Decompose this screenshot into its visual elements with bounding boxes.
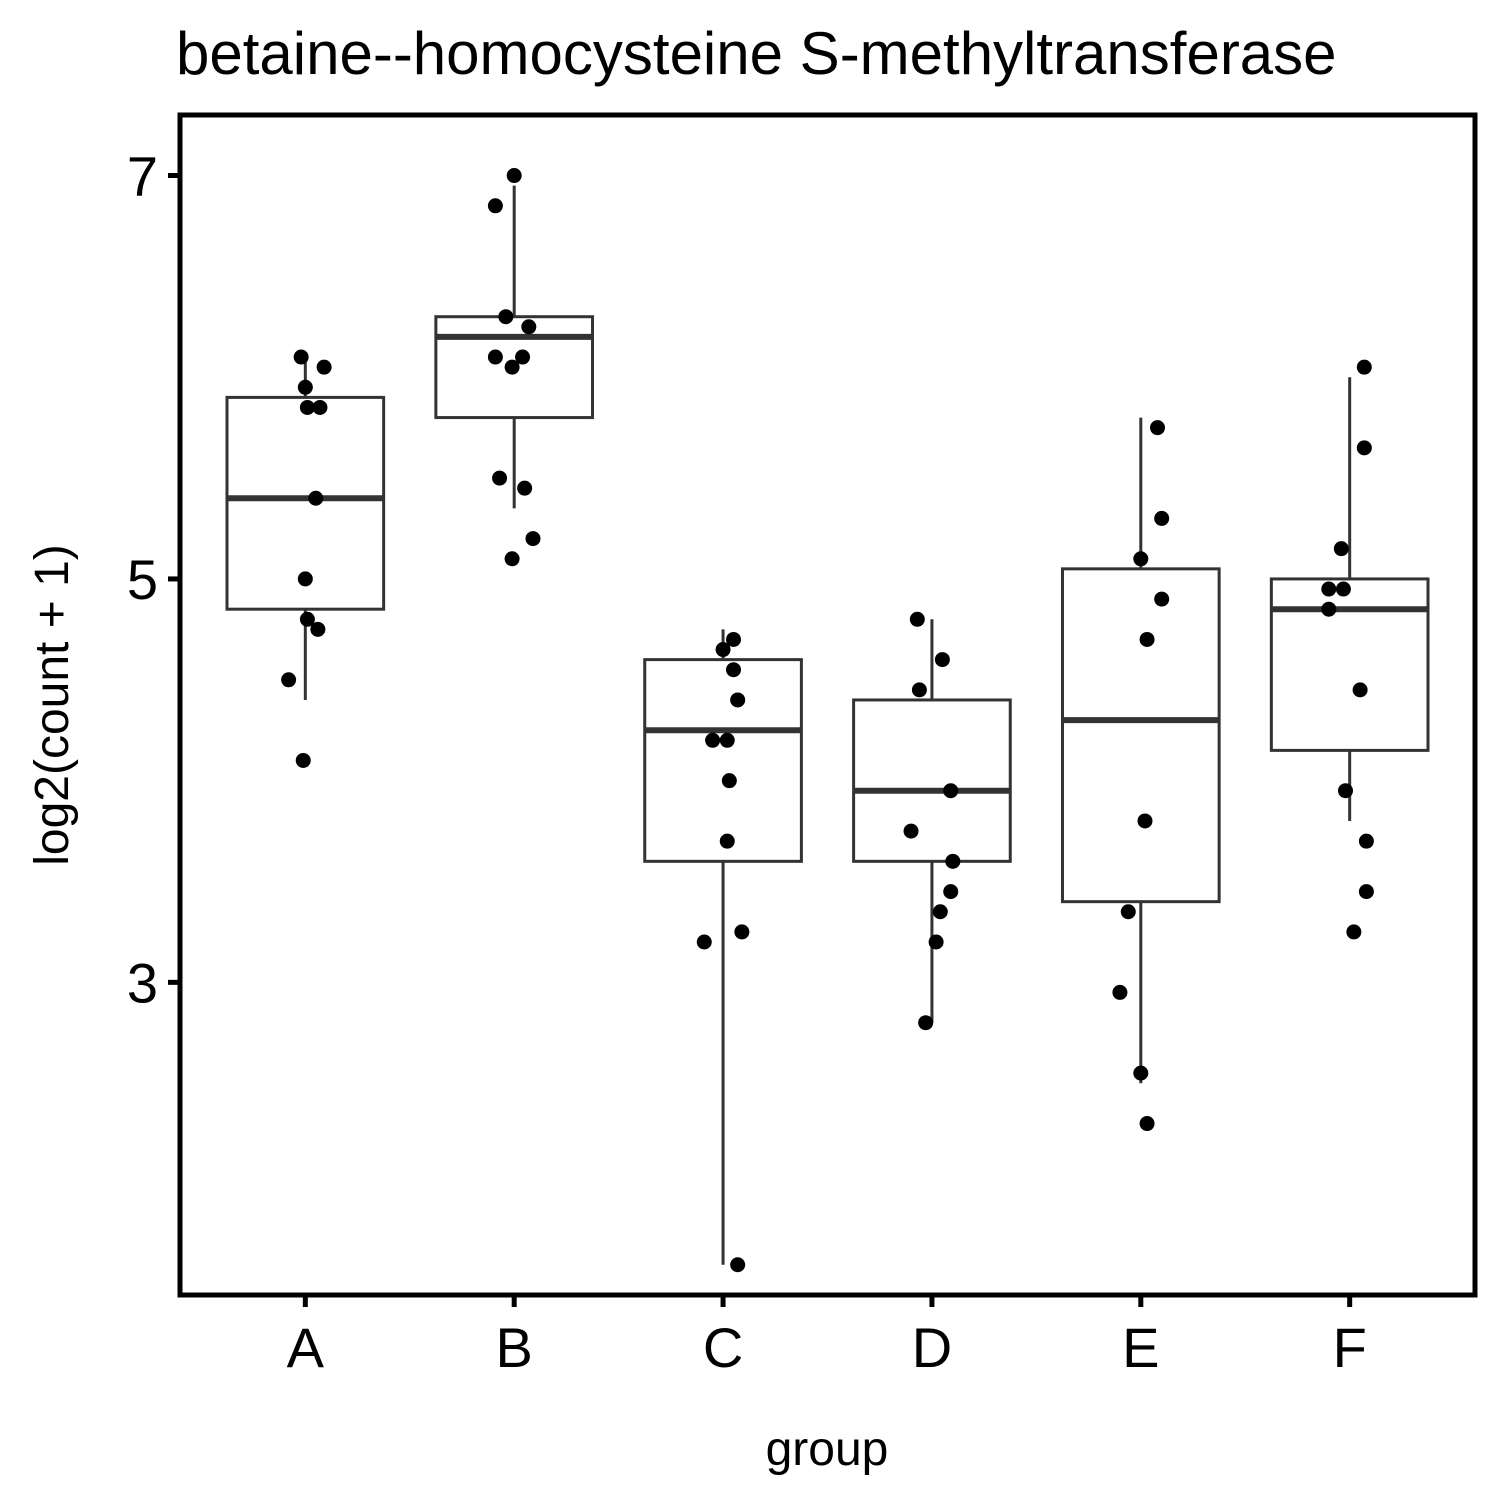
- data-point: [312, 399, 328, 415]
- data-point: [299, 611, 315, 627]
- boxes-layer: [225, 185, 1430, 1265]
- data-point: [1356, 359, 1372, 375]
- points-layer: [281, 168, 1374, 1273]
- data-point: [293, 349, 309, 365]
- box-a: [225, 357, 386, 700]
- data-point: [719, 732, 735, 748]
- box-f: [1269, 377, 1430, 821]
- data-point: [498, 309, 514, 325]
- data-point: [934, 652, 950, 668]
- data-point: [1358, 833, 1374, 849]
- x-tick-label: D: [912, 1316, 952, 1379]
- data-point: [316, 359, 332, 375]
- x-axis: A B C D E F: [287, 1295, 1367, 1379]
- data-point: [945, 853, 961, 869]
- data-point: [1335, 581, 1351, 597]
- data-point: [928, 934, 944, 950]
- data-point: [504, 551, 520, 567]
- data-point: [492, 470, 508, 486]
- data-point: [734, 924, 750, 940]
- data-point: [1133, 551, 1149, 567]
- data-point: [525, 531, 541, 547]
- data-point: [1139, 1116, 1155, 1132]
- data-point: [943, 884, 959, 900]
- iqr-box: [643, 658, 803, 863]
- box-e: [1060, 417, 1221, 1084]
- data-point: [1133, 1065, 1149, 1081]
- data-point: [1321, 601, 1337, 617]
- data-point: [1120, 904, 1136, 920]
- data-point: [1346, 924, 1362, 940]
- data-point: [299, 399, 315, 415]
- x-tick-label: E: [1122, 1316, 1159, 1379]
- data-point: [903, 823, 919, 839]
- data-point: [730, 692, 746, 708]
- data-point: [719, 833, 735, 849]
- data-point: [932, 904, 948, 920]
- data-point: [1352, 682, 1368, 698]
- chart-title: betaine--homocysteine S-methyltransferas…: [176, 20, 1337, 87]
- y-axis-title: log2(count + 1): [26, 544, 79, 866]
- data-point: [726, 631, 742, 647]
- data-point: [281, 672, 297, 688]
- data-point: [308, 490, 324, 506]
- y-axis: 3 5 7: [127, 145, 180, 1014]
- data-point: [911, 682, 927, 698]
- data-point: [1333, 541, 1349, 557]
- data-point: [705, 732, 721, 748]
- data-point: [521, 319, 537, 335]
- data-point: [487, 349, 503, 365]
- data-point: [943, 783, 959, 799]
- x-tick-label: C: [703, 1316, 743, 1379]
- data-point: [1358, 884, 1374, 900]
- y-tick-label: 7: [127, 145, 158, 208]
- data-point: [715, 642, 731, 658]
- x-axis-title: group: [766, 1423, 889, 1476]
- data-point: [1154, 591, 1170, 607]
- data-point: [1321, 581, 1337, 597]
- data-point: [918, 1015, 934, 1031]
- data-point: [487, 198, 503, 214]
- iqr-box: [1060, 567, 1221, 904]
- data-point: [1150, 420, 1166, 436]
- data-point: [515, 349, 531, 365]
- data-point: [310, 621, 326, 637]
- iqr-box: [852, 698, 1012, 863]
- data-point: [726, 662, 742, 678]
- data-point: [295, 752, 311, 768]
- x-tick-label: F: [1333, 1316, 1367, 1379]
- data-point: [721, 773, 737, 789]
- data-point: [517, 480, 533, 496]
- data-point: [506, 168, 522, 184]
- box-d: [852, 619, 1012, 1023]
- data-point: [504, 359, 520, 375]
- y-tick-label: 3: [127, 951, 158, 1014]
- data-point: [1137, 813, 1153, 829]
- x-tick-label: A: [287, 1316, 325, 1379]
- box-c: [643, 629, 803, 1265]
- box-b: [434, 185, 595, 509]
- data-point: [1112, 984, 1128, 1000]
- data-point: [696, 934, 712, 950]
- data-point: [909, 611, 925, 627]
- data-point: [1154, 510, 1170, 526]
- data-point: [297, 571, 313, 587]
- data-point: [297, 379, 313, 395]
- data-point: [1356, 440, 1372, 456]
- x-tick-label: B: [496, 1316, 533, 1379]
- y-tick-label: 5: [127, 548, 158, 611]
- data-point: [1338, 783, 1353, 799]
- data-point: [730, 1257, 746, 1273]
- data-point: [1139, 631, 1155, 647]
- iqr-box: [1269, 577, 1430, 752]
- plot-panel: [177, 112, 1478, 1298]
